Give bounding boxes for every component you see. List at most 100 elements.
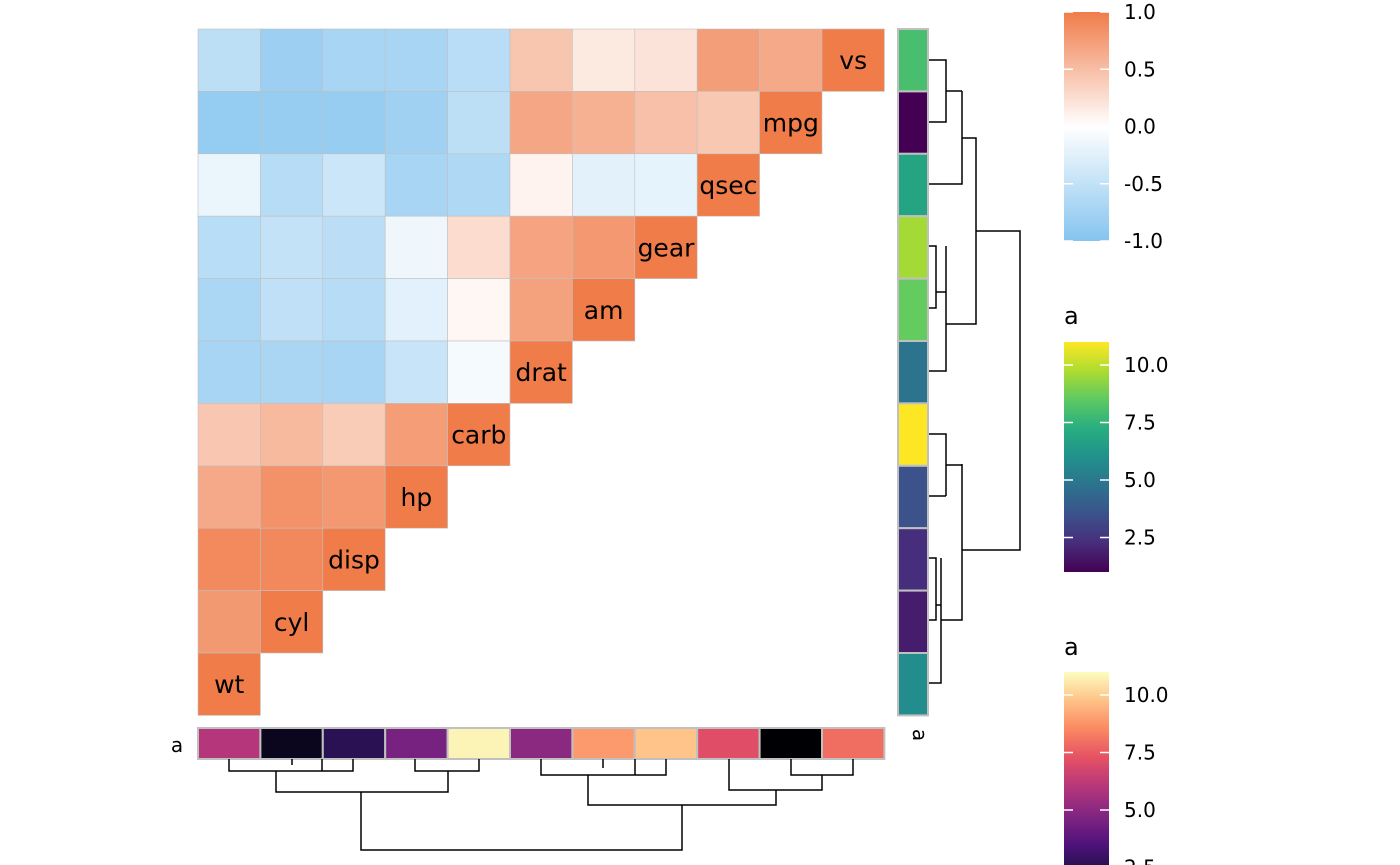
dendrogram-branch <box>941 386 1021 621</box>
heatmap-cell <box>572 153 636 217</box>
heatmap-cell <box>509 340 573 404</box>
legend-tick-label: 5.0 <box>1124 798 1156 822</box>
heatmap-cell <box>509 215 573 279</box>
heatmap-cell <box>197 590 261 654</box>
heatmap-cell <box>260 215 324 279</box>
row-annotation-cell <box>897 527 929 592</box>
variable-label: disp <box>328 545 380 574</box>
dendrogram-branch <box>929 91 977 231</box>
row-annotation-cell <box>897 28 929 93</box>
heatmap-cell <box>447 91 511 155</box>
row-annotation-cell <box>897 152 929 218</box>
heatmap-cell <box>197 28 261 92</box>
col-annotation-cell <box>446 727 512 760</box>
heatmap-cell <box>696 153 760 217</box>
heatmap-cell <box>447 215 511 279</box>
dendrogram-branch <box>946 230 1021 386</box>
heatmap-cell <box>634 215 698 279</box>
column-dendrogram <box>228 759 854 851</box>
legend-tick-label: -0.5 <box>1124 172 1163 196</box>
heatmap-cell <box>634 91 698 155</box>
variable-label: mpg <box>763 109 819 138</box>
heatmap-cell <box>384 465 448 529</box>
legend-colorbar <box>1064 342 1109 572</box>
heatmap-cell <box>260 28 324 92</box>
heatmap-cell <box>509 278 573 342</box>
col-annotation-cell <box>821 727 886 760</box>
heatmap-cell <box>696 28 760 92</box>
legend-tick-label: 2.5 <box>1124 856 1156 865</box>
col-annotation-cell <box>259 727 324 760</box>
heatmap-cell <box>509 153 573 217</box>
row-annotation-label: a <box>908 729 932 741</box>
heatmap-cell <box>759 91 823 155</box>
dendrogram-branch <box>360 792 683 851</box>
variable-label: hp <box>401 483 433 512</box>
heatmap-cell <box>322 340 386 404</box>
dendrogram-branch <box>275 759 480 793</box>
heatmap-cell <box>384 340 448 404</box>
heatmap-cell <box>322 215 386 279</box>
row-annotation-cell <box>897 402 929 467</box>
dendrogram-branch <box>228 759 354 772</box>
heatmap-cell <box>572 91 636 155</box>
legend-colorbar <box>1064 672 1109 865</box>
legend-tick-label: -1.0 <box>1124 229 1163 253</box>
heatmap-cells <box>197 28 885 716</box>
dendrogram-branch <box>929 59 962 123</box>
heatmap-cell <box>260 340 324 404</box>
heatmap-cell <box>197 340 261 404</box>
legend-tick-label: 2.5 <box>1124 526 1156 550</box>
legend-tick-label: 10.0 <box>1124 683 1169 707</box>
heatmap-cell <box>197 278 261 342</box>
column-annotation-bar <box>197 727 886 760</box>
heatmap-cell <box>821 28 885 92</box>
dendrogram-branch <box>929 557 942 684</box>
row-annotation-cell <box>897 277 929 343</box>
heatmap-cell <box>384 91 448 155</box>
heatmap-cell <box>384 153 448 217</box>
row-annotation-cell <box>897 464 929 530</box>
col-annotation-cell <box>571 727 636 760</box>
heatmap-cell <box>260 465 324 529</box>
legend-tick-label: 7.5 <box>1124 411 1156 435</box>
heatmap-cell <box>322 278 386 342</box>
row-annotation-cell <box>897 90 929 155</box>
col-annotation-label: a <box>171 733 183 757</box>
heatmap-cell <box>447 403 511 467</box>
legend-tick-label: 0.0 <box>1124 115 1156 139</box>
heatmap-cell <box>572 28 636 92</box>
heatmap-cell <box>322 403 386 467</box>
heatmap-cell <box>260 278 324 342</box>
heatmap-cell <box>197 215 261 279</box>
heatmap-cell <box>322 91 386 155</box>
heatmap-cell <box>634 28 698 92</box>
heatmap-cell <box>447 153 511 217</box>
col-annotation-cell <box>633 727 699 760</box>
heatmap-cell <box>572 278 636 342</box>
legend-tick-label: 1.0 <box>1124 0 1156 24</box>
col-annotation-cell <box>321 727 387 760</box>
heatmap-cell <box>322 465 386 529</box>
variable-label: am <box>584 296 624 325</box>
heatmap-cell <box>634 153 698 217</box>
row-dendrogram <box>929 59 1021 684</box>
variable-label: qsec <box>699 171 757 200</box>
heatmap-cell <box>509 28 573 92</box>
heatmap-cell <box>447 340 511 404</box>
heatmap-cell <box>197 527 261 591</box>
dendrogram-branch <box>587 759 854 806</box>
heatmap-cell <box>759 28 823 92</box>
heatmap-cell <box>384 403 448 467</box>
heatmap-cell <box>197 652 261 716</box>
heatmap-cell <box>260 91 324 155</box>
heatmap-cell <box>572 215 636 279</box>
heatmap-cell <box>260 403 324 467</box>
heatmap-cell <box>322 28 386 92</box>
row-annotation-cell <box>897 589 929 654</box>
heatmap-cell <box>260 527 324 591</box>
dendrogram-branch <box>929 433 947 497</box>
heatmap-cell <box>322 527 386 591</box>
col-annotation-cell <box>384 727 449 760</box>
